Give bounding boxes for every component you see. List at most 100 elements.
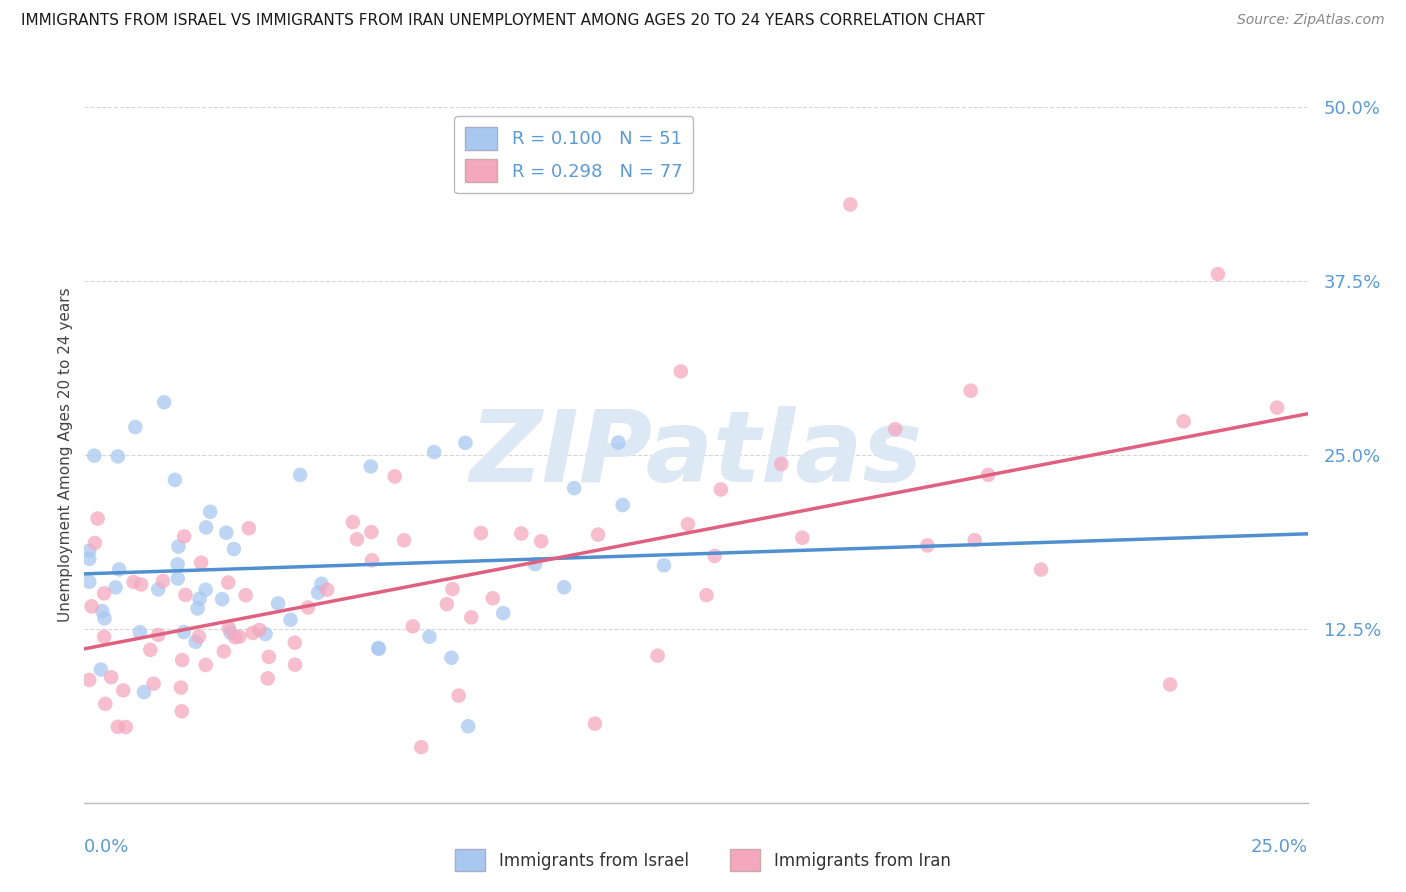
Point: [224, 630, 246, 644]
Point: [470, 526, 492, 541]
Point: [510, 526, 533, 541]
Point: [367, 641, 389, 656]
Point: [703, 549, 725, 563]
Point: [311, 576, 333, 591]
Legend: Immigrants from Israel, Immigrants from Iran: Immigrants from Israel, Immigrants from …: [447, 841, 959, 880]
Point: [198, 505, 221, 519]
Point: [454, 435, 477, 450]
Point: [114, 720, 136, 734]
Point: [132, 685, 155, 699]
Point: [108, 562, 131, 576]
Point: [173, 625, 195, 640]
Point: [129, 577, 152, 591]
Point: [607, 435, 630, 450]
Point: [360, 459, 382, 474]
Text: Source: ZipAtlas.com: Source: ZipAtlas.com: [1237, 13, 1385, 28]
Point: [384, 469, 406, 483]
Point: [267, 596, 290, 610]
Point: [360, 525, 382, 540]
Point: [586, 527, 609, 541]
Point: [167, 540, 190, 554]
Point: [247, 623, 270, 637]
Point: [402, 619, 425, 633]
Point: [148, 628, 170, 642]
Point: [188, 591, 211, 606]
Y-axis label: Unemployment Among Ages 20 to 24 years: Unemployment Among Ages 20 to 24 years: [58, 287, 73, 623]
Text: ZIPatlas: ZIPatlas: [470, 407, 922, 503]
Point: [86, 511, 108, 525]
Point: [411, 740, 433, 755]
Point: [257, 649, 280, 664]
Point: [346, 533, 368, 547]
Point: [93, 630, 115, 644]
Point: [170, 681, 193, 695]
Point: [242, 626, 264, 640]
Point: [284, 657, 307, 672]
Text: IMMIGRANTS FROM ISRAEL VS IMMIGRANTS FROM IRAN UNEMPLOYMENT AMONG AGES 20 TO 24 : IMMIGRANTS FROM ISRAEL VS IMMIGRANTS FRO…: [21, 13, 984, 29]
Point: [90, 663, 112, 677]
Text: 25.0%: 25.0%: [1250, 838, 1308, 855]
Point: [172, 653, 194, 667]
Point: [212, 644, 235, 658]
Point: [152, 574, 174, 588]
Point: [669, 364, 692, 378]
Point: [256, 672, 278, 686]
Point: [107, 450, 129, 464]
Point: [128, 625, 150, 640]
Point: [222, 541, 245, 556]
Point: [977, 467, 1000, 482]
Point: [524, 557, 547, 571]
Point: [297, 600, 319, 615]
Point: [423, 445, 446, 459]
Point: [77, 552, 100, 566]
Point: [367, 640, 389, 655]
Point: [1206, 267, 1229, 281]
Point: [288, 467, 311, 482]
Point: [1173, 414, 1195, 428]
Point: [80, 599, 103, 614]
Legend: R = 0.100   N = 51, R = 0.298   N = 77: R = 0.100 N = 51, R = 0.298 N = 77: [454, 116, 693, 194]
Point: [440, 650, 463, 665]
Point: [1029, 563, 1052, 577]
Point: [280, 613, 302, 627]
Point: [83, 449, 105, 463]
Point: [187, 601, 209, 615]
Point: [436, 597, 458, 611]
Point: [77, 574, 100, 589]
Point: [219, 625, 242, 640]
Point: [647, 648, 669, 663]
Point: [107, 720, 129, 734]
Point: [174, 588, 197, 602]
Point: [530, 534, 553, 549]
Point: [104, 581, 127, 595]
Point: [148, 582, 170, 597]
Point: [676, 517, 699, 532]
Point: [217, 575, 239, 590]
Point: [166, 558, 188, 572]
Point: [284, 635, 307, 649]
Point: [190, 556, 212, 570]
Point: [139, 642, 162, 657]
Point: [710, 483, 733, 497]
Point: [218, 621, 240, 635]
Point: [124, 420, 146, 434]
Point: [195, 520, 218, 534]
Point: [100, 670, 122, 684]
Point: [194, 582, 217, 597]
Point: [441, 582, 464, 596]
Point: [91, 604, 114, 618]
Point: [194, 657, 217, 672]
Point: [1159, 677, 1181, 691]
Point: [228, 630, 250, 644]
Point: [215, 525, 238, 540]
Point: [792, 531, 814, 545]
Point: [211, 592, 233, 607]
Point: [418, 630, 440, 644]
Point: [884, 422, 907, 436]
Point: [173, 529, 195, 543]
Point: [583, 716, 606, 731]
Point: [492, 606, 515, 620]
Point: [1265, 401, 1288, 415]
Point: [94, 697, 117, 711]
Point: [457, 719, 479, 733]
